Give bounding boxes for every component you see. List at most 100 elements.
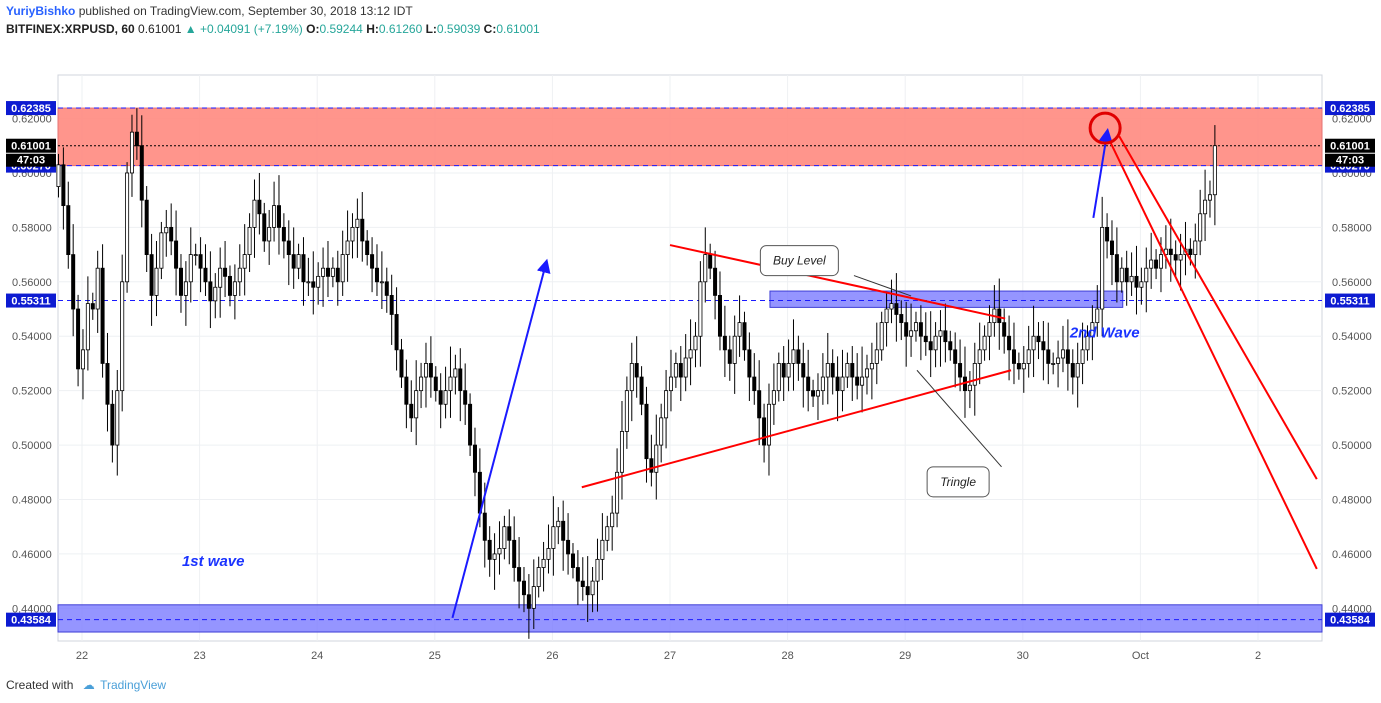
y-tick-label-left: 0.58000 — [12, 222, 52, 234]
candle-body — [95, 267, 100, 310]
candle — [242, 224, 247, 296]
candle — [967, 371, 972, 409]
y-tick-label-right: 0.46000 — [1332, 549, 1372, 561]
candle — [678, 346, 683, 401]
candle-body — [546, 548, 551, 560]
candle-body — [570, 553, 575, 568]
y-tick-label-left: 0.48000 — [12, 495, 52, 507]
candle-body — [585, 586, 590, 596]
x-tick-label: Oct — [1132, 650, 1149, 662]
candle — [585, 556, 590, 622]
candle-body — [105, 363, 110, 405]
candle — [815, 373, 820, 421]
candle — [1154, 249, 1159, 280]
candle — [389, 274, 394, 345]
candle-body — [492, 553, 497, 560]
price-chart[interactable]: 0.44000 0.44000 0.46000 0.46000 0.48000 0.480… — [0, 0, 1381, 670]
candle-body — [668, 376, 673, 392]
candle — [575, 550, 580, 606]
candle-body — [1036, 335, 1041, 343]
candle-body — [1016, 363, 1021, 370]
tradingview-link[interactable]: TradingView — [100, 678, 167, 692]
price-tag-right — [1325, 612, 1375, 627]
candle-body — [874, 349, 879, 364]
candle-body — [286, 240, 291, 255]
candle — [154, 240, 159, 317]
candle — [321, 247, 326, 307]
candle-body — [840, 376, 845, 392]
candle — [394, 287, 399, 371]
candle — [188, 227, 193, 303]
candle — [566, 513, 571, 575]
candle-body — [1149, 259, 1154, 269]
second-wave-label: 2nd Wave — [1069, 325, 1140, 342]
candle-body — [223, 267, 228, 277]
candle — [252, 179, 257, 258]
candle — [512, 516, 517, 582]
candle — [1124, 250, 1129, 306]
candle — [105, 332, 110, 432]
candle-body — [575, 567, 580, 582]
candle-body — [845, 363, 850, 378]
candle — [1149, 232, 1154, 289]
candle — [325, 240, 330, 298]
candle — [894, 273, 899, 342]
buy-level-zone — [769, 290, 1124, 308]
candle-body — [399, 349, 404, 378]
candle-body — [394, 314, 399, 351]
candle-body — [531, 586, 536, 609]
candle-body — [673, 363, 678, 378]
candle-body — [752, 376, 757, 392]
candle — [654, 414, 659, 500]
candle-body — [379, 281, 384, 284]
candle — [1114, 227, 1119, 303]
candle-body — [232, 281, 237, 296]
tradingview-cloud-icon[interactable]: ☁ — [82, 678, 95, 692]
candle — [414, 360, 419, 446]
candle — [198, 237, 203, 293]
candle-body — [977, 349, 982, 364]
candle-body — [904, 322, 909, 337]
candle-body — [218, 267, 223, 288]
candle-body — [159, 232, 164, 269]
buy-level-callout — [759, 245, 839, 277]
candle — [1090, 305, 1095, 361]
candle — [840, 349, 845, 412]
candle — [590, 566, 595, 613]
candle — [1212, 125, 1217, 226]
y-tick-label-right: 0.50000 — [1332, 440, 1372, 452]
candle — [556, 507, 561, 545]
candle — [223, 240, 228, 298]
candle-body — [335, 267, 340, 283]
candle — [923, 312, 928, 356]
candle — [904, 301, 909, 367]
close-label: C: — [483, 22, 497, 36]
x-tick-label: 22 — [76, 650, 88, 662]
candle — [806, 349, 811, 412]
candle — [517, 537, 522, 609]
candle-body — [654, 444, 659, 473]
publish-header: YuriyBishko published on TradingView.com… — [6, 4, 413, 18]
candle-body — [517, 567, 522, 582]
candle-body — [291, 254, 296, 269]
candle-body — [595, 558, 600, 582]
candle — [1203, 169, 1208, 241]
candle-body — [634, 363, 639, 378]
candle-body — [247, 226, 252, 255]
candle — [507, 509, 512, 565]
candle — [345, 210, 350, 282]
candle-body — [889, 303, 894, 310]
candle — [570, 543, 575, 579]
candle — [1051, 352, 1056, 375]
candle-body — [732, 335, 737, 364]
candle-body — [556, 520, 561, 528]
candle-body — [272, 205, 277, 228]
candle-body — [365, 240, 370, 255]
candle — [203, 244, 208, 296]
candle-body — [605, 526, 610, 541]
y-tick-label-right: 0.54000 — [1332, 331, 1372, 343]
author-name[interactable]: YuriyBishko — [6, 4, 76, 18]
candle-body — [80, 349, 85, 370]
price-tag-left — [6, 612, 56, 627]
candle — [125, 162, 130, 293]
